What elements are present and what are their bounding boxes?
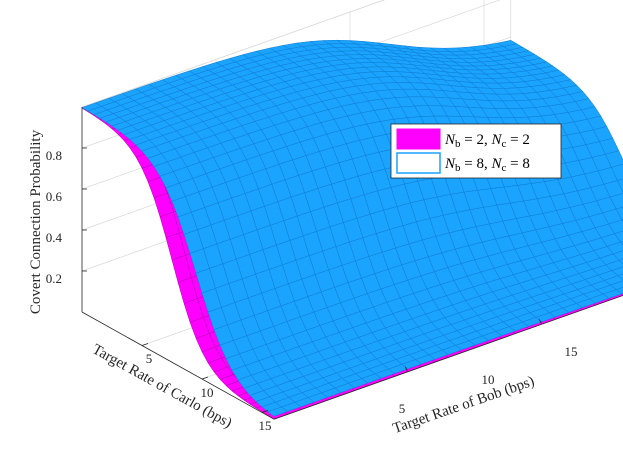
legend-entry-1: Nb = 2, Nc = 2 xyxy=(444,132,530,150)
z-tick-label: 0.6 xyxy=(46,189,63,204)
z-tick-label: 0.4 xyxy=(46,230,63,245)
legend-swatch-magenta xyxy=(396,128,441,150)
surface-patch-blue xyxy=(267,406,288,417)
x-axis-label: Target Rate of Bob (bps) xyxy=(391,373,537,437)
y-tick-mark xyxy=(201,376,209,380)
x-tick-label: 5 xyxy=(399,401,406,416)
y-axis-line xyxy=(81,311,275,420)
z-axis-label: Covert Connection Probability xyxy=(28,129,44,314)
z-tick-label: 0.2 xyxy=(46,271,62,286)
surface-layer xyxy=(81,39,623,420)
z-tick-label: 0.8 xyxy=(46,148,62,163)
axis-layer xyxy=(81,107,623,420)
x-axis-line xyxy=(273,295,623,420)
y-tick-mark xyxy=(141,343,149,346)
y-tick-label: 15 xyxy=(259,418,272,433)
y-tick-label: 10 xyxy=(201,385,214,400)
y-tick-mark xyxy=(261,410,269,413)
legend: Nb = 2, Nc = 2 Nb = 8, Nc = 8 xyxy=(390,123,562,179)
legend-entry-2: Nb = 8, Nc = 8 xyxy=(444,156,530,174)
legend-swatch-blue xyxy=(396,152,441,174)
back-edge xyxy=(81,0,385,108)
x-tick-mark xyxy=(538,318,543,325)
x-tick-mark xyxy=(404,366,409,372)
x-tick-label: 10 xyxy=(482,372,495,387)
x-tick-label: 15 xyxy=(565,344,578,359)
y-tick-label: 5 xyxy=(146,351,153,366)
